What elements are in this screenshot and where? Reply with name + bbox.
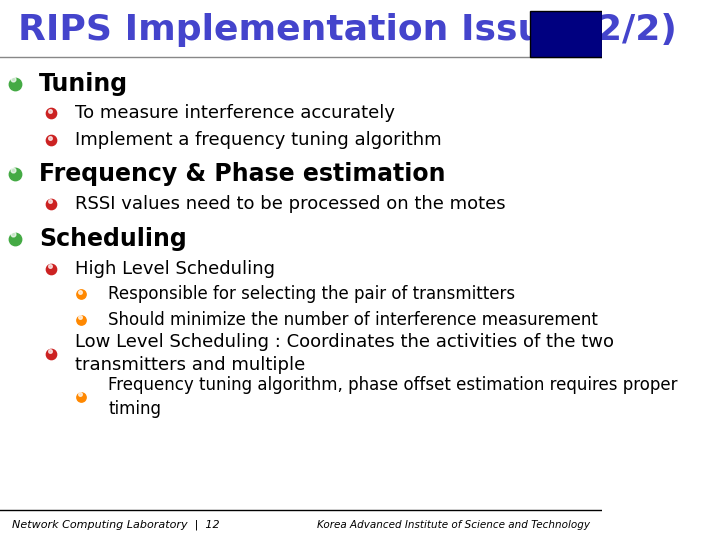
Text: Scheduling: Scheduling [39, 227, 187, 251]
Point [7, 230, 19, 239]
Text: Korea Advanced Institute of Science and Technology: Korea Advanced Institute of Science and … [318, 520, 590, 530]
Point [7, 165, 19, 174]
Text: Tuning: Tuning [39, 72, 128, 96]
Point [45, 200, 57, 208]
Point [44, 347, 55, 355]
Text: Low Level Scheduling : Coordinates the activities of the two
transmitters and mu: Low Level Scheduling : Coordinates the a… [76, 333, 614, 375]
Point [76, 290, 87, 299]
Point [44, 197, 55, 206]
Point [76, 315, 87, 324]
Text: RSSI values need to be processed on the motes: RSSI values need to be processed on the … [76, 195, 506, 213]
Point [9, 234, 21, 243]
Point [45, 265, 57, 273]
Point [9, 79, 21, 88]
Point [44, 262, 55, 271]
Point [44, 133, 55, 142]
Text: Frequency & Phase estimation: Frequency & Phase estimation [39, 162, 446, 186]
Point [45, 349, 57, 358]
Point [74, 313, 86, 321]
Text: Network Computing Laboratory  |  12: Network Computing Laboratory | 12 [12, 519, 220, 530]
Point [76, 393, 87, 401]
Point [9, 170, 21, 178]
Point [7, 75, 19, 84]
Text: High Level Scheduling: High Level Scheduling [76, 260, 275, 278]
Text: Frequency tuning algorithm, phase offset estimation requires proper
timing: Frequency tuning algorithm, phase offset… [109, 376, 678, 418]
Point [45, 136, 57, 145]
Point [74, 390, 86, 399]
Text: Responsible for selecting the pair of transmitters: Responsible for selecting the pair of tr… [109, 285, 516, 303]
Text: RIPS Implementation Issue (2/2): RIPS Implementation Issue (2/2) [18, 13, 677, 46]
Point [74, 287, 86, 296]
Point [44, 106, 55, 115]
Text: Implement a frequency tuning algorithm: Implement a frequency tuning algorithm [76, 131, 442, 150]
Text: To measure interference accurately: To measure interference accurately [76, 104, 395, 123]
FancyBboxPatch shape [530, 11, 603, 57]
Point [45, 109, 57, 118]
Text: Should minimize the number of interference measurement: Should minimize the number of interferen… [109, 310, 598, 329]
